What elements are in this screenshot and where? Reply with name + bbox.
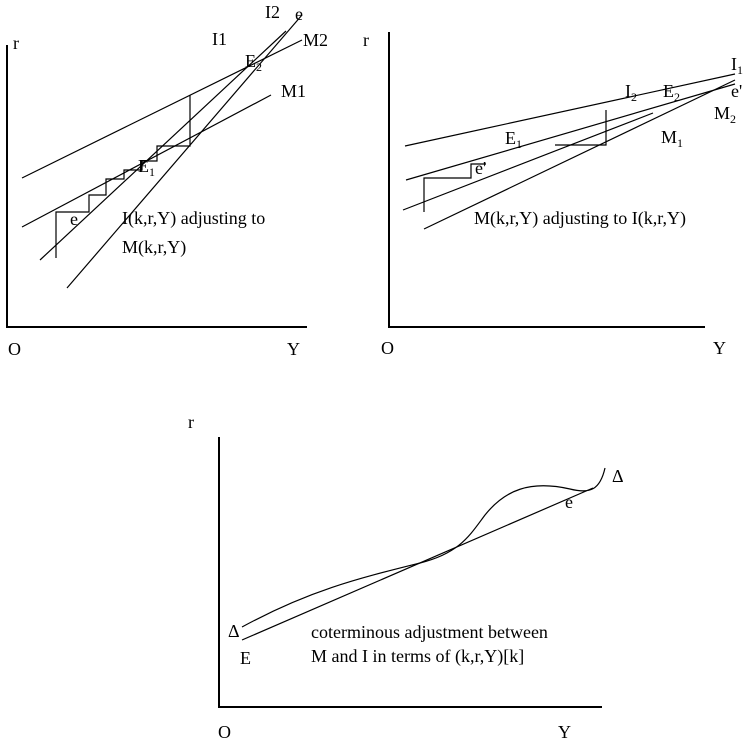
caption-line-1: I(k,r,Y) adjusting to bbox=[122, 208, 265, 229]
x-axis-label: Y bbox=[558, 722, 571, 742]
label-i2: I2 bbox=[265, 2, 280, 22]
label-m1: M1 bbox=[661, 127, 683, 150]
label-m2: M2 bbox=[303, 30, 328, 50]
curve-i2 bbox=[402, 112, 654, 211]
curve-i1 bbox=[404, 73, 736, 147]
staircase-path-right bbox=[555, 110, 607, 146]
point-e-prime: e' bbox=[475, 158, 486, 178]
label-e: e bbox=[565, 492, 573, 512]
label-delta-bottom: Δ bbox=[228, 621, 240, 641]
origin-label: O bbox=[218, 722, 231, 742]
panel-bottom: r Y O Δ Δ e E coterminous adjustment bet… bbox=[188, 412, 624, 742]
caption: M(k,r,Y) adjusting to I(k,r,Y) bbox=[474, 208, 686, 229]
label-i2: I2 bbox=[625, 81, 637, 104]
curve-m1 bbox=[423, 79, 736, 230]
caption-line-1: coterminous adjustment between bbox=[311, 622, 548, 642]
label-m1: M1 bbox=[281, 81, 306, 101]
panel-top-right: r Y O I1 e' M2 I2 M1 E2 E1 e' M(k,r,Y) a… bbox=[363, 30, 743, 358]
label-E: E bbox=[240, 648, 251, 668]
staircase-path bbox=[55, 95, 191, 258]
label-e-top: e bbox=[295, 4, 303, 24]
point-e1: E1 bbox=[138, 156, 155, 179]
point-e2: E2 bbox=[245, 51, 262, 74]
label-m2: M2 bbox=[714, 103, 736, 126]
panel-top-left: r Y O I2 e I1 M2 M1 E2 E1 e I(k,r,Y) adj… bbox=[6, 2, 328, 359]
y-axis-label: r bbox=[13, 33, 19, 53]
curve-e bbox=[66, 14, 303, 289]
point-e-low: e bbox=[70, 209, 78, 229]
label-delta-top: Δ bbox=[612, 466, 624, 486]
caption-line-2: M(k,r,Y) bbox=[122, 237, 186, 258]
curve-e-prime bbox=[405, 83, 736, 181]
label-e-prime: e' bbox=[731, 81, 742, 101]
curve-m2 bbox=[21, 39, 303, 179]
label-i1: I1 bbox=[731, 54, 743, 77]
y-axis-label: r bbox=[188, 412, 194, 432]
x-axis-label: Y bbox=[713, 338, 726, 358]
origin-label: O bbox=[381, 338, 394, 358]
staircase-path bbox=[423, 163, 486, 212]
wavy-curve bbox=[241, 467, 606, 628]
label-i1: I1 bbox=[212, 29, 227, 49]
x-axis-label: Y bbox=[287, 339, 300, 359]
y-axis-label: r bbox=[363, 30, 369, 50]
point-e2: E2 bbox=[663, 81, 680, 104]
caption-line-2: M and I in terms of (k,r,Y)[k] bbox=[311, 646, 524, 667]
origin-label: O bbox=[8, 339, 21, 359]
point-e1: E1 bbox=[505, 128, 522, 151]
